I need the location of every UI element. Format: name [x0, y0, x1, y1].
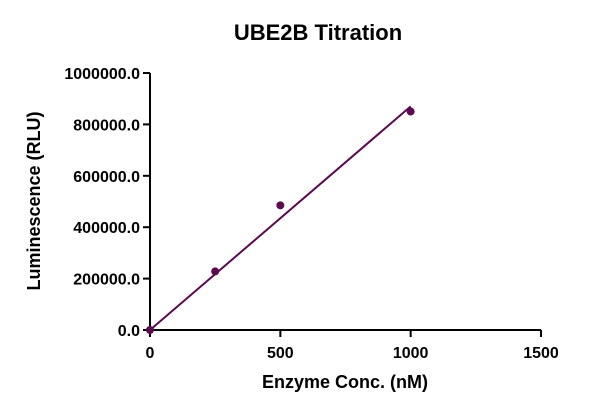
y-tick-label: 0.0 [118, 323, 140, 340]
x-axis-label: Enzyme Conc. (nM) [262, 372, 428, 392]
y-tick-label: 600000.0 [73, 169, 140, 186]
y-tick-label: 200000.0 [73, 272, 140, 289]
data-point [211, 267, 220, 276]
data-point [276, 201, 285, 210]
x-tick-label: 1000 [393, 345, 429, 362]
x-axis: 0 500 1000 1500 [146, 329, 559, 362]
x-tick-label: 500 [267, 345, 294, 362]
data-point [406, 107, 415, 116]
x-tick-label: 1500 [523, 345, 559, 362]
y-axis-label: Luminescence (RLU) [24, 111, 44, 290]
y-tick-label: 1000000.0 [64, 66, 140, 83]
chart-title: UBE2B Titration [234, 20, 402, 45]
x-tick-label: 0 [146, 345, 155, 362]
y-tick-label: 400000.0 [73, 220, 140, 237]
fit-line [149, 105, 412, 331]
plot-area [146, 105, 415, 334]
data-point [146, 326, 154, 334]
y-tick-label: 800000.0 [73, 117, 140, 134]
y-axis: 0.0 200000.0 400000.0 600000.0 800000.0 10000… [64, 66, 151, 340]
